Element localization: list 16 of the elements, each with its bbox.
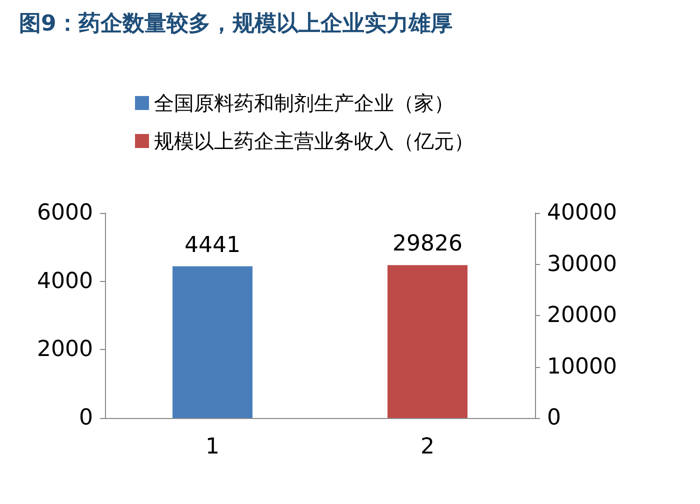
y2-tick-label: 30000 <box>547 252 617 277</box>
y-tick-label: 6000 <box>37 200 93 226</box>
y2-tick-label: 0 <box>547 406 561 430</box>
y-tick-label: 0 <box>79 406 93 430</box>
legend-label: 规模以上药企主营业务收入（亿元） <box>154 129 474 153</box>
y-tick-label: 2000 <box>37 337 93 362</box>
chart-title: 图9：药企数量较多，规模以上企业实力雄厚 <box>19 10 452 36</box>
data-label: 4441 <box>184 232 240 258</box>
y2-tick-label: 10000 <box>547 354 617 380</box>
y2-tick-label: 20000 <box>547 303 617 328</box>
data-label: 29826 <box>392 232 462 257</box>
y2-tick-label: 40000 <box>547 200 617 226</box>
y-tick-label: 4000 <box>37 268 93 294</box>
x-tick-label: 1 <box>206 434 220 460</box>
x-tick-label: 2 <box>420 434 434 460</box>
legend-label: 全国原料药和制剂生产企业（家） <box>154 91 454 115</box>
